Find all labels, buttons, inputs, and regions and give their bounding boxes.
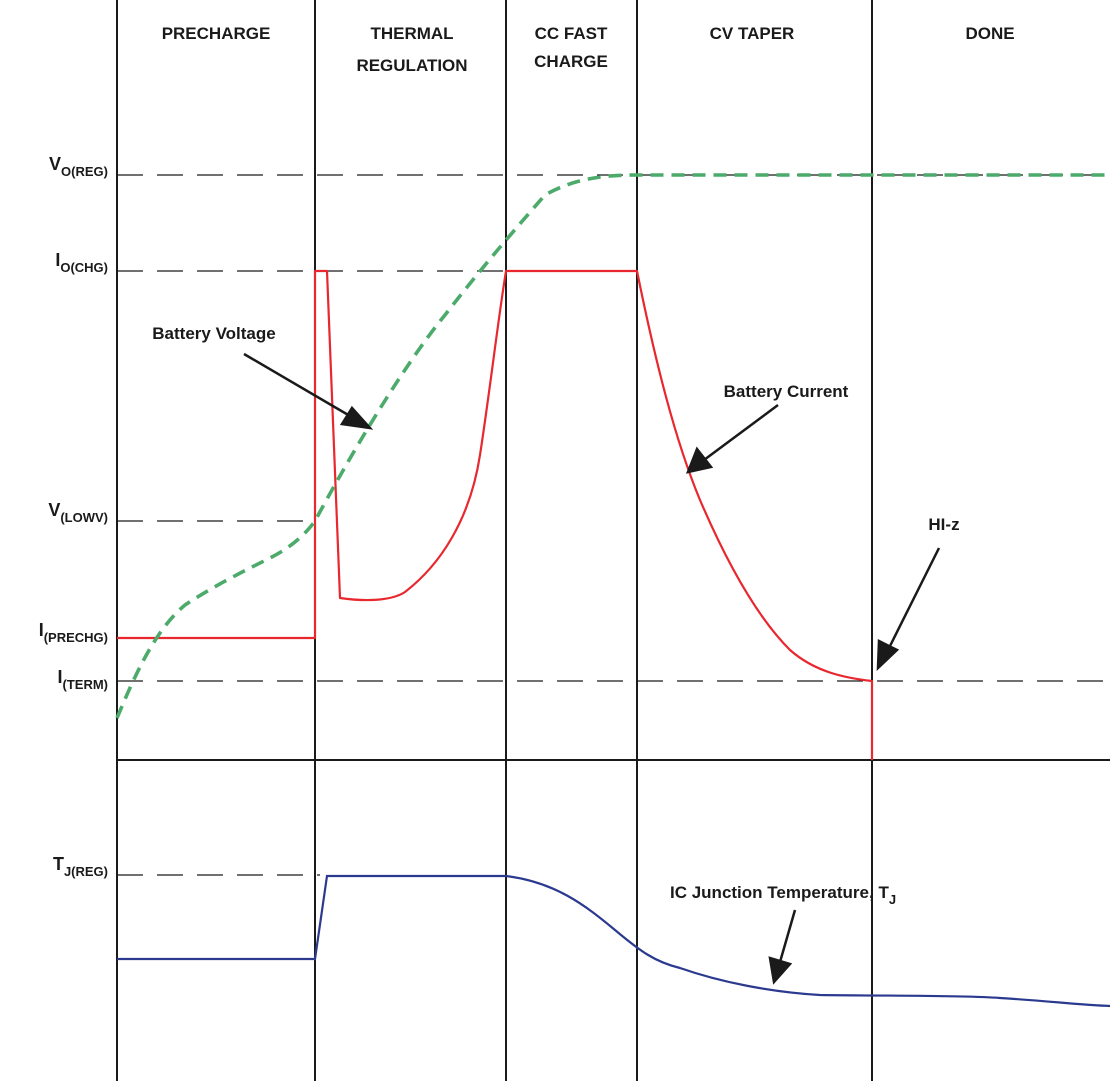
- junction-temperature-curve: [117, 874, 1110, 1008]
- frame: [116, 0, 1110, 1081]
- hi-z-arrow: [876, 547, 941, 672]
- level-labels: VO(REG) IO(CHG) V(LOWV) I(PRECHG) I(TERM…: [39, 154, 108, 879]
- battery-voltage-curve: [115, 173, 1110, 719]
- battery-current-curve: [117, 269, 874, 760]
- battery-current-annotation: Battery Current: [724, 382, 849, 401]
- junction-temperature-arrow: [768, 909, 797, 985]
- i-term-label: I(TERM): [57, 667, 108, 692]
- annotations: Battery Voltage Battery Current HI-z IC …: [152, 324, 959, 907]
- battery-voltage-annotation: Battery Voltage: [152, 324, 275, 343]
- junction-temperature-annotation: IC Junction Temperature, TJ: [670, 883, 896, 907]
- phase-done-label: DONE: [965, 24, 1014, 43]
- phase-thermal-label-line1: THERMAL: [370, 24, 453, 43]
- reference-lines: [117, 174, 1110, 876]
- phase-cc-label-line2: CHARGE: [534, 52, 608, 71]
- hi-z-annotation: HI-z: [928, 515, 959, 534]
- i-prechg-label: I(PRECHG): [39, 620, 108, 645]
- tj-reg-label: TJ(REG): [53, 854, 108, 879]
- phase-cv-label: CV TAPER: [710, 24, 795, 43]
- battery-current-arrow: [685, 403, 779, 474]
- phase-cc-label-line1: CC FAST: [535, 24, 608, 43]
- v-lowv-label: V(LOWV): [48, 500, 108, 525]
- vo-reg-label: VO(REG): [49, 154, 108, 179]
- phase-thermal-label-line2: REGULATION: [356, 56, 467, 75]
- io-chg-label: IO(CHG): [55, 250, 108, 275]
- phase-headers: PRECHARGE THERMAL REGULATION CC FAST CHA…: [162, 24, 1015, 75]
- battery-voltage-arrow: [243, 352, 374, 430]
- phase-precharge-label: PRECHARGE: [162, 24, 271, 43]
- annotation-arrows: [243, 352, 941, 985]
